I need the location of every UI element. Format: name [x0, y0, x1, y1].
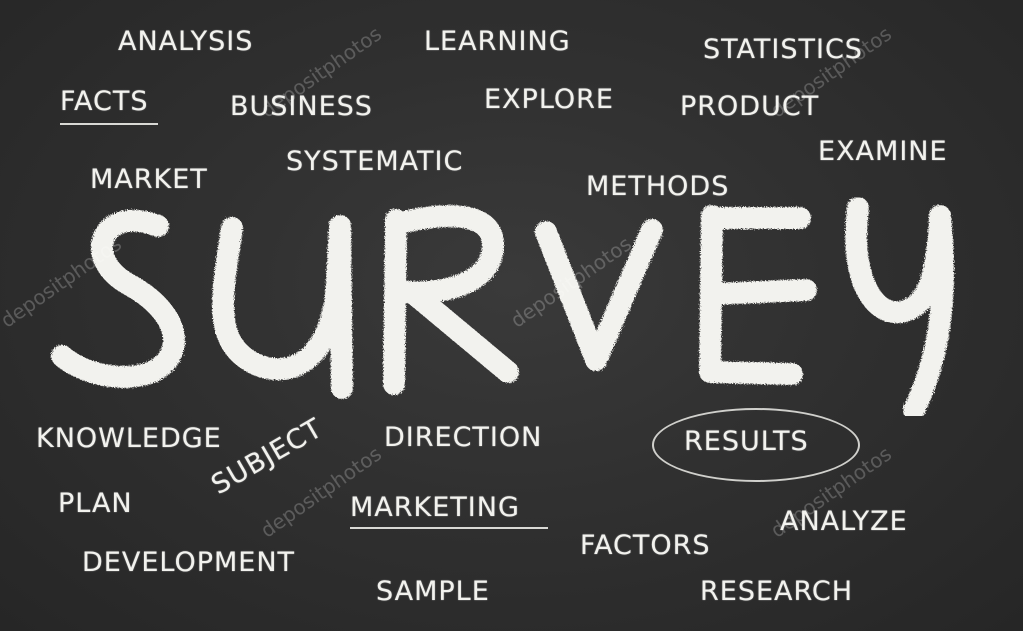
word-market: MARKET: [90, 164, 208, 195]
word-plan: PLAN: [58, 488, 133, 519]
word-development: DEVELOPMENT: [82, 547, 296, 578]
word-analysis: ANALYSIS: [118, 26, 254, 57]
word-direction: DIRECTION: [384, 422, 543, 453]
word-business: BUSINESS: [230, 91, 373, 122]
word-learning: LEARNING: [424, 26, 571, 57]
word-research: RESEARCH: [700, 576, 854, 607]
results-circle: [652, 408, 860, 482]
word-sample: SAMPLE: [376, 576, 490, 607]
word-facts: FACTS: [60, 86, 149, 117]
word-product: PRODUCT: [680, 91, 820, 122]
word-factors: FACTORS: [580, 530, 711, 561]
word-methods: METHODS: [586, 171, 730, 202]
word-marketing: MARKETING: [350, 492, 520, 523]
word-systematic: SYSTEMATIC: [286, 146, 464, 177]
word-statistics: STATISTICS: [703, 34, 863, 65]
word-results: RESULTS: [684, 426, 809, 457]
marketing-underline: [350, 527, 548, 529]
word-knowledge: KNOWLEDGE: [36, 423, 222, 454]
survey-title-word: [51, 197, 954, 416]
word-explore: EXPLORE: [484, 84, 614, 115]
word-analyze: ANALYZE: [780, 506, 908, 537]
word-examine: EXAMINE: [818, 136, 948, 167]
facts-underline: [60, 123, 158, 125]
